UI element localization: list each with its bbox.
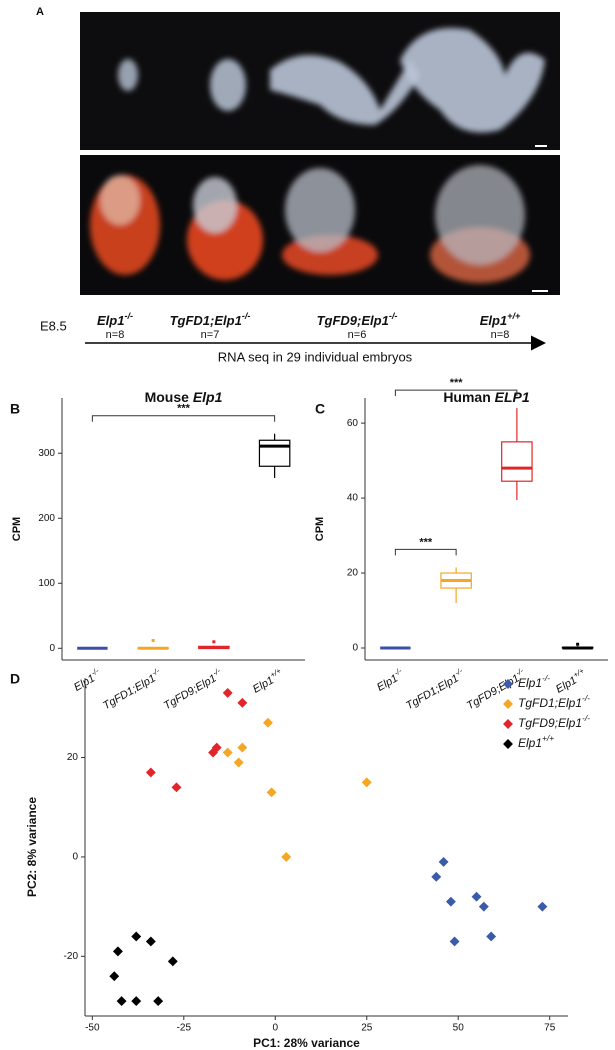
panel-label: B: [10, 401, 20, 417]
x-tick-label: TgFD9;Elp1-/-: [160, 666, 225, 713]
x-tick-label: Elp1-/-: [373, 666, 406, 694]
point: [237, 697, 248, 708]
point: [171, 782, 182, 793]
point: [222, 687, 233, 698]
y-tick-label: 100: [38, 578, 55, 589]
box: [501, 441, 533, 482]
point: [431, 871, 442, 882]
count-label: n=8: [106, 329, 125, 341]
x-tick-label: Elp1+/+: [552, 666, 589, 696]
point: [486, 931, 497, 942]
legend-label: TgFD9;Elp1-/-: [518, 713, 590, 730]
point: [116, 996, 127, 1007]
x-tick-label: 50: [453, 1023, 465, 1034]
y-axis-label: CPM: [11, 517, 23, 541]
y-tick-label: 20: [347, 568, 359, 579]
point: [222, 747, 233, 758]
x-tick-label: 0: [272, 1023, 278, 1034]
x-tick-label: TgFD1;Elp1-/-: [402, 666, 467, 713]
point: [211, 742, 222, 753]
x-tick-label: 75: [544, 1023, 556, 1034]
y-tick-label: 20: [67, 752, 79, 763]
point: [233, 757, 244, 768]
significance-label: ***: [419, 536, 433, 548]
legend-label: TgFD1;Elp1-/-: [518, 693, 590, 710]
legend-swatch: [503, 719, 513, 729]
y-axis-label: PC2: 8% variance: [25, 797, 39, 897]
count-label: n=7: [201, 329, 220, 341]
genotype-label: TgFD9;Elp1-/-: [317, 311, 398, 328]
significance-bracket: [91, 415, 276, 422]
genotype-label: Elp1+/+: [480, 311, 521, 328]
x-axis-label: PC1: 28% variance: [253, 1036, 360, 1050]
outlier: [151, 638, 155, 642]
point: [237, 742, 248, 753]
legend-swatch: [503, 679, 513, 689]
y-tick-label: 40: [347, 493, 359, 504]
x-tick-label: Elp1+/+: [249, 666, 286, 696]
count-label: n=8: [491, 329, 510, 341]
point: [281, 851, 292, 862]
point: [478, 901, 489, 912]
point: [145, 936, 156, 947]
point: [153, 996, 164, 1007]
y-tick-label: 200: [38, 513, 55, 524]
y-tick-label: 0: [49, 643, 55, 654]
point: [109, 971, 120, 982]
point: [449, 936, 460, 947]
significance-label: ***: [450, 377, 464, 389]
point: [445, 896, 456, 907]
panel-label: C: [315, 401, 325, 417]
point: [537, 901, 548, 912]
significance-label: ***: [177, 403, 191, 415]
legend-label: Elp1-/-: [518, 673, 550, 690]
panel-label: D: [10, 671, 20, 687]
significance-bracket: [394, 548, 457, 556]
legend-swatch: [503, 699, 513, 709]
genotype-label: TgFD1;Elp1-/-: [170, 311, 251, 328]
chart-title: Mouse Elp1: [145, 389, 223, 405]
y-axis-label: CPM: [314, 517, 326, 541]
significance-bracket: [394, 389, 518, 397]
genotype-label: Elp1-/-: [97, 311, 133, 328]
point: [131, 996, 142, 1007]
chart-title: Human ELP1: [443, 389, 530, 405]
point: [131, 931, 142, 942]
point: [263, 717, 273, 728]
box: [258, 439, 291, 467]
point: [266, 787, 277, 798]
point: [361, 777, 372, 788]
outlier: [212, 640, 216, 644]
outlier: [576, 642, 580, 646]
embryo-photos: [80, 12, 560, 295]
stage-label: E8.5: [40, 318, 67, 333]
point: [438, 856, 449, 867]
panel-label: A: [36, 6, 44, 18]
x-tick-label: Elp1-/-: [70, 666, 103, 694]
y-tick-label: 0: [352, 643, 358, 654]
point: [112, 946, 123, 957]
count-label: n=6: [348, 329, 367, 341]
arrow-text: RNA seq in 29 individual embryos: [218, 349, 413, 364]
x-tick-label: -50: [85, 1023, 100, 1034]
y-tick-label: 60: [347, 418, 359, 429]
legend-label: Elp1+/+: [518, 733, 554, 750]
point: [471, 891, 482, 902]
point: [167, 956, 178, 967]
legend-swatch: [503, 739, 513, 749]
y-tick-label: 0: [72, 852, 78, 863]
x-tick-label: -25: [177, 1023, 192, 1034]
x-tick-label: 25: [361, 1023, 373, 1034]
y-tick-label: -20: [64, 951, 79, 962]
point: [145, 767, 156, 778]
y-tick-label: 300: [38, 448, 55, 459]
x-tick-label: TgFD1;Elp1-/-: [99, 666, 164, 713]
